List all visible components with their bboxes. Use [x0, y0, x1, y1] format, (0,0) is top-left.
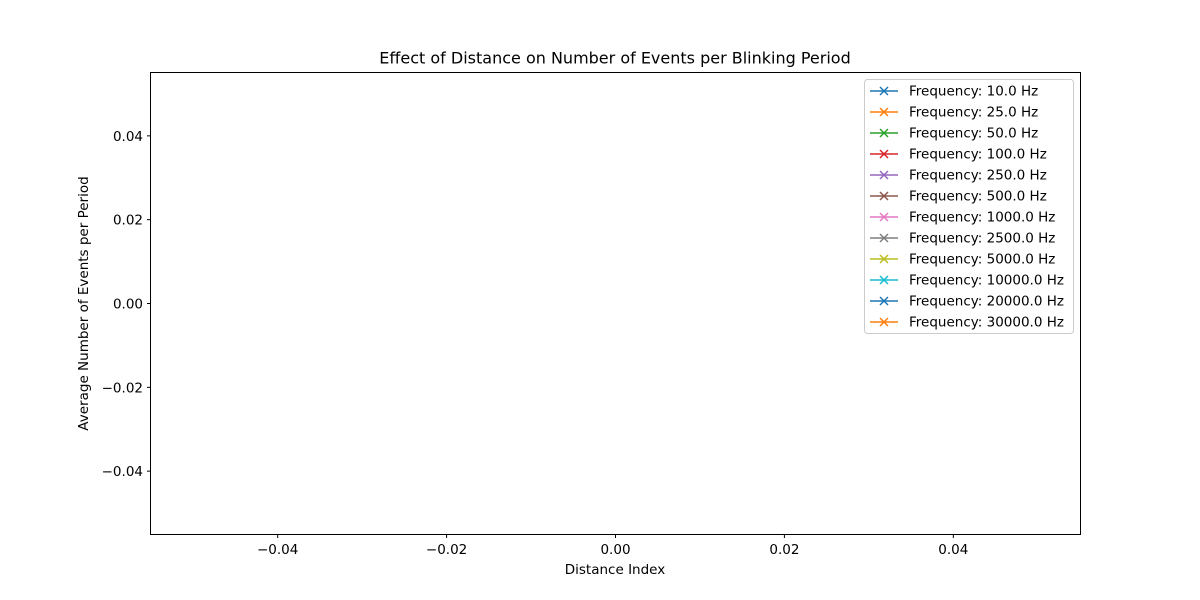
legend-item: Frequency: 5000.0 Hz — [870, 252, 1055, 268]
legend-x-marker-icon — [879, 86, 889, 96]
y-tick-label: 0.02 — [113, 213, 143, 229]
y-tick-label: −0.02 — [102, 380, 143, 396]
x-axis-label: Distance Index — [565, 562, 666, 578]
legend-box — [864, 79, 1074, 334]
y-axis-ticks: 0.04 0.02 0.00 −0.02 −0.04 — [102, 129, 151, 480]
legend-x-marker-icon — [879, 212, 889, 222]
chart-title: Effect of Distance on Number of Events p… — [379, 49, 850, 68]
legend: Frequency: 10.0 Hz Frequency: 25.0 Hz Freq… — [864, 79, 1074, 334]
plot-area-frame — [150, 72, 1081, 535]
legend-x-marker-icon — [879, 275, 889, 285]
x-tick-label: 0.04 — [938, 542, 968, 558]
x-tick-label: −0.04 — [257, 542, 298, 558]
legend-label: Frequency: 500.0 Hz — [909, 189, 1047, 205]
legend-item: Frequency: 20000.0 Hz — [870, 294, 1064, 310]
legend-item: Frequency: 250.0 Hz — [870, 168, 1047, 184]
legend-item: Frequency: 500.0 Hz — [870, 189, 1047, 205]
legend-x-marker-icon — [879, 191, 889, 201]
legend-label: Frequency: 10000.0 Hz — [909, 273, 1064, 289]
legend-x-marker-icon — [879, 128, 889, 138]
legend-x-marker-icon — [879, 317, 889, 327]
x-tick-label: −0.02 — [426, 542, 467, 558]
legend-item: Frequency: 25.0 Hz — [870, 105, 1038, 121]
legend-item: Frequency: 30000.0 Hz — [870, 315, 1064, 331]
legend-label: Frequency: 20000.0 Hz — [909, 294, 1064, 310]
x-tick-label: 0.02 — [769, 542, 799, 558]
legend-label: Frequency: 250.0 Hz — [909, 168, 1047, 184]
legend-label: Frequency: 30000.0 Hz — [909, 315, 1064, 331]
legend-label: Frequency: 2500.0 Hz — [909, 231, 1055, 247]
legend-x-marker-icon — [879, 233, 889, 243]
legend-label: Frequency: 25.0 Hz — [909, 105, 1038, 121]
y-axis-label: Average Number of Events per Period — [76, 176, 92, 430]
legend-x-marker-icon — [879, 296, 889, 306]
legend-item: Frequency: 10000.0 Hz — [870, 273, 1064, 289]
legend-x-marker-icon — [879, 170, 889, 180]
legend-item: Frequency: 1000.0 Hz — [870, 210, 1055, 226]
x-tick-label: 0.00 — [600, 542, 630, 558]
y-tick-label: −0.04 — [102, 464, 143, 480]
legend-x-marker-icon — [879, 107, 889, 117]
legend-item: Frequency: 10.0 Hz — [870, 84, 1038, 100]
y-tick-label: 0.04 — [113, 129, 143, 145]
legend-x-marker-icon — [879, 254, 889, 264]
legend-label: Frequency: 5000.0 Hz — [909, 252, 1055, 268]
legend-item: Frequency: 100.0 Hz — [870, 147, 1047, 163]
legend-label: Frequency: 10.0 Hz — [909, 84, 1038, 100]
legend-item: Frequency: 2500.0 Hz — [870, 231, 1055, 247]
legend-label: Frequency: 50.0 Hz — [909, 126, 1038, 142]
legend-label: Frequency: 1000.0 Hz — [909, 210, 1055, 226]
legend-x-marker-icon — [879, 149, 889, 159]
x-axis-ticks: −0.04 −0.02 0.00 0.02 0.04 — [257, 534, 968, 558]
legend-item: Frequency: 50.0 Hz — [870, 126, 1038, 142]
legend-label: Frequency: 100.0 Hz — [909, 147, 1047, 163]
y-tick-label: 0.00 — [113, 297, 143, 313]
